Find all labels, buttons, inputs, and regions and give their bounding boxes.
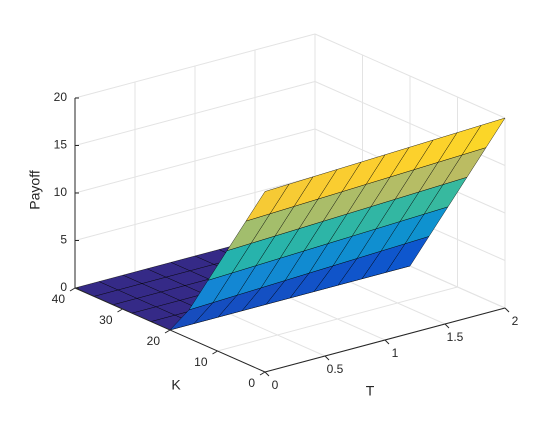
z-tick-label: 10: [54, 185, 68, 199]
z-tick-label: 15: [54, 138, 68, 152]
x-axis-label: T: [366, 383, 375, 399]
x-tick: [504, 307, 510, 313]
y-tick: [117, 308, 123, 313]
y-tick-label: 40: [52, 292, 66, 306]
y-tick: [259, 371, 266, 376]
y-tick: [164, 329, 171, 334]
x-tick: [384, 339, 390, 345]
grid-line: [74, 128, 316, 194]
y-tick-label: 20: [147, 334, 161, 348]
grid-line: [314, 33, 506, 119]
z-tick-label: 20: [54, 90, 68, 104]
y-tick: [212, 350, 218, 355]
x-tick-label: 1: [392, 346, 399, 360]
surface: [74, 117, 506, 331]
z-tick-label: 0: [60, 280, 67, 294]
x-tick: [324, 355, 330, 361]
x-tick: [444, 323, 450, 329]
x-tick-label: 0.5: [327, 362, 344, 376]
x-tick-label: 2: [512, 314, 519, 328]
grid-line: [74, 81, 316, 146]
y-tick-label: 30: [99, 313, 113, 327]
grid-line: [74, 33, 316, 99]
grid-line: [217, 286, 458, 352]
grid-line: [74, 176, 316, 241]
x-tick: [264, 371, 270, 377]
x-tick-label: 0: [272, 378, 279, 392]
surface-face: [245, 183, 290, 222]
y-tick: [69, 287, 76, 292]
y-axis-label: K: [171, 377, 181, 393]
y-tick-label: 0: [248, 376, 255, 390]
y-tick-label: 10: [194, 355, 208, 369]
z-tick-label: 5: [60, 233, 67, 247]
x-tick-label: 1.5: [447, 330, 464, 344]
z-axis-label: Payoff: [27, 170, 43, 210]
